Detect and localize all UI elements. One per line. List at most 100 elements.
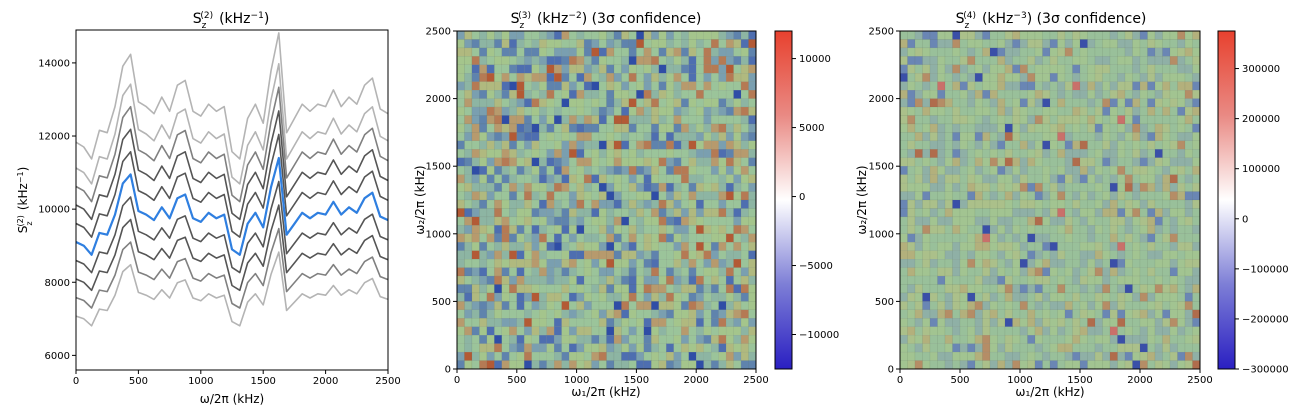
x-tick-label: 2000 — [1127, 375, 1152, 386]
heatmap-cell — [673, 233, 682, 243]
heatmap-cell — [591, 174, 600, 184]
heatmap-cell — [561, 106, 570, 116]
heatmap-cell — [531, 275, 540, 285]
heatmap-cell — [1027, 343, 1036, 353]
heatmap-cell — [554, 123, 562, 133]
heatmap-cell — [989, 39, 998, 49]
heatmap-cell — [1154, 64, 1163, 74]
heatmap-cell — [606, 64, 615, 74]
heatmap-cell — [907, 326, 916, 336]
heatmap-cell — [899, 140, 908, 150]
heatmap-cell — [1042, 47, 1051, 57]
heatmap-cell — [1034, 174, 1043, 184]
heatmap-cell — [733, 258, 742, 268]
heatmap-cell — [1177, 81, 1186, 91]
heatmap-cell — [944, 132, 953, 142]
heatmap-cell — [1027, 191, 1036, 201]
heatmap-cell — [568, 115, 577, 125]
heatmap-cell — [621, 30, 630, 40]
heatmap-cell — [1192, 275, 1201, 285]
heatmap-cell — [658, 98, 667, 108]
heatmap-cell — [1162, 98, 1171, 108]
heatmap-cell — [997, 250, 1006, 260]
heatmap-cell — [959, 343, 968, 353]
heatmap-cell — [711, 351, 719, 361]
heatmap-cell — [464, 166, 473, 175]
heatmap-cell — [1132, 81, 1141, 91]
heatmap-cell — [1154, 174, 1163, 184]
heatmap-cell — [606, 39, 615, 49]
heatmap-cell — [937, 106, 946, 116]
heatmap-cell — [922, 275, 931, 285]
heatmap-cell — [967, 47, 976, 57]
heatmap-cell — [1004, 258, 1013, 268]
heatmap-cell — [1162, 115, 1171, 125]
heatmap-cell — [531, 199, 540, 209]
x-tick-label: 0 — [454, 375, 460, 386]
heatmap-cell — [1117, 225, 1126, 235]
heatmap-cell — [740, 351, 749, 361]
heatmap-cell — [1109, 47, 1118, 57]
heatmap-cell — [666, 56, 674, 65]
heatmap-cell — [929, 182, 938, 192]
heatmap-cell — [1169, 149, 1178, 158]
heatmap-cell — [1004, 140, 1013, 150]
heatmap-cell — [1124, 242, 1133, 251]
heatmap-cell — [516, 191, 525, 201]
heatmap-cell — [1079, 242, 1088, 251]
heatmap-cell — [628, 335, 637, 344]
y-tick-label: 2000 — [869, 94, 894, 105]
heatmap-cell — [718, 39, 727, 49]
heatmap-cell — [982, 292, 991, 302]
heatmap-cell — [1154, 132, 1163, 142]
heatmap-cell — [524, 351, 532, 361]
heatmap-cell — [733, 250, 742, 260]
heatmap-cell — [1139, 318, 1148, 327]
heatmap-cell — [907, 318, 916, 327]
heatmap-cell — [944, 242, 953, 251]
heatmap-cell — [1079, 309, 1088, 319]
heatmap-cell — [1109, 351, 1118, 361]
heatmap-cell — [1019, 98, 1028, 108]
heatmap-cell — [1132, 258, 1141, 268]
heatmap-cell — [1102, 233, 1111, 243]
heatmap-cell — [651, 166, 660, 175]
heatmap-cell — [922, 216, 931, 226]
panel-s2: Sz(2) (kHz−1) 0 500 1000 1500 2000 2500 600080… — [16, 11, 401, 406]
heatmap-cell — [1102, 30, 1111, 40]
heatmap-cell — [718, 140, 727, 150]
heatmap-cell — [681, 335, 689, 344]
heatmap-cell — [1042, 39, 1051, 49]
heatmap-cell — [1147, 106, 1156, 116]
heatmap-cell — [1109, 106, 1118, 116]
heatmap-cell — [1162, 56, 1171, 65]
heatmap-cell — [952, 360, 961, 370]
heatmap-cell — [568, 326, 577, 336]
heatmap-cell — [1124, 47, 1133, 57]
heatmap-cell — [501, 90, 510, 99]
heatmap-cell — [643, 140, 652, 150]
heatmap-cell — [591, 140, 600, 150]
heatmap-cell — [643, 81, 652, 91]
heatmap-cell — [1124, 309, 1133, 319]
heatmap-cell — [598, 284, 607, 294]
heatmap-cell — [937, 292, 946, 302]
heatmap-cell — [539, 106, 547, 116]
heatmap-cell — [703, 182, 712, 192]
heatmap-cell — [1049, 191, 1058, 201]
heatmap-cell — [982, 284, 991, 294]
heatmap-cell — [974, 360, 983, 370]
heatmap-cell — [598, 343, 607, 353]
heatmap-cell — [673, 225, 682, 235]
heatmap-cell — [464, 233, 473, 243]
heatmap-cell — [591, 47, 600, 57]
heatmap-cell — [1139, 123, 1148, 133]
heatmap-cell — [1162, 30, 1171, 40]
heatmap-cell — [1049, 199, 1058, 209]
heatmap-cell — [1177, 123, 1186, 133]
heatmap-cell — [1087, 132, 1096, 142]
heatmap-cell — [561, 351, 570, 361]
heatmap-cell — [524, 292, 532, 302]
heatmap-cell — [658, 335, 667, 344]
